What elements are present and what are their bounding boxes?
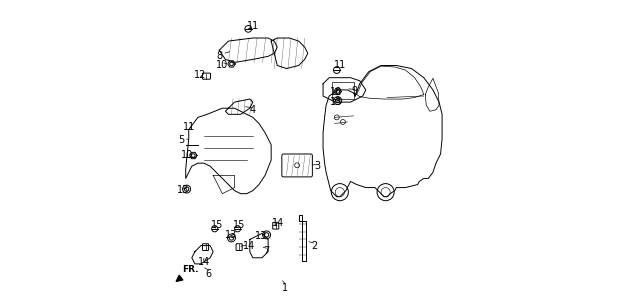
- Text: 9: 9: [352, 87, 358, 96]
- Text: 13: 13: [225, 230, 237, 240]
- Text: 13: 13: [255, 231, 268, 241]
- Text: 13: 13: [177, 185, 189, 195]
- Bar: [332, 82, 353, 99]
- Text: 7: 7: [264, 246, 270, 256]
- Text: 2: 2: [311, 241, 317, 251]
- Text: 1: 1: [282, 283, 287, 293]
- Text: 12: 12: [195, 70, 207, 80]
- Text: 11: 11: [334, 60, 346, 71]
- Text: 11: 11: [247, 22, 260, 31]
- Text: FR.: FR.: [182, 265, 198, 274]
- Text: 10: 10: [181, 150, 194, 160]
- Text: 10: 10: [216, 59, 228, 70]
- Text: 5: 5: [179, 135, 184, 145]
- Text: 4: 4: [249, 105, 255, 115]
- Text: 14: 14: [243, 241, 255, 252]
- Text: 13: 13: [330, 96, 342, 107]
- Text: 15: 15: [233, 220, 245, 230]
- Text: 14: 14: [198, 257, 210, 267]
- Text: 3: 3: [314, 160, 321, 171]
- Text: 8: 8: [217, 51, 223, 61]
- Text: 15: 15: [211, 220, 223, 230]
- Text: 14: 14: [273, 218, 285, 228]
- Text: 11: 11: [183, 122, 195, 132]
- Text: 10: 10: [330, 87, 342, 97]
- Text: 6: 6: [205, 269, 212, 279]
